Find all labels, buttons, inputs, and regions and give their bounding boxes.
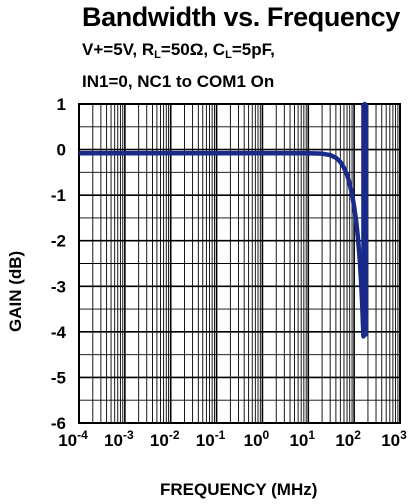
y-tick-label: -2 <box>51 232 66 251</box>
x-tick-label: 10-4 <box>58 428 88 450</box>
x-tick-label: 102 <box>335 428 361 450</box>
y-tick-label: 0 <box>57 141 66 160</box>
conditions-sub-a: L <box>154 49 161 61</box>
x-tick-label: 101 <box>289 428 315 450</box>
x-axis-label: FREQUENCY (MHz) <box>160 480 318 499</box>
conditions-sub-b: L <box>225 49 232 61</box>
x-tick-label: 103 <box>381 428 407 450</box>
plot-frame <box>78 103 401 424</box>
y-tick-label: -1 <box>51 186 66 205</box>
chart-title: Bandwidth vs. Frequency <box>82 2 400 32</box>
x-tick-label: 10-1 <box>196 428 226 450</box>
y-tick-label: -4 <box>51 323 67 342</box>
conditions-line-1: V+=5V, RL=50Ω, CL=5pF, <box>82 40 275 61</box>
y-tick-label: -3 <box>51 277 66 296</box>
conditions-text-a: V+=5V, R <box>82 40 155 59</box>
y-tick-label: -5 <box>51 368 66 387</box>
y-tick-label: 1 <box>57 95 66 114</box>
y-tick-label: -6 <box>51 414 66 433</box>
conditions-text-c: =5pF, <box>231 40 275 59</box>
x-tick-label: 100 <box>244 428 270 450</box>
conditions-line-2: IN1=0, NC1 to COM1 On <box>82 72 275 91</box>
conditions-text-b: =50Ω, C <box>160 40 226 59</box>
y-axis-label: GAIN (dB) <box>6 250 25 332</box>
x-tick-label: 10-3 <box>104 428 134 450</box>
x-tick-label: 10-2 <box>150 428 180 450</box>
series-line <box>79 101 369 339</box>
